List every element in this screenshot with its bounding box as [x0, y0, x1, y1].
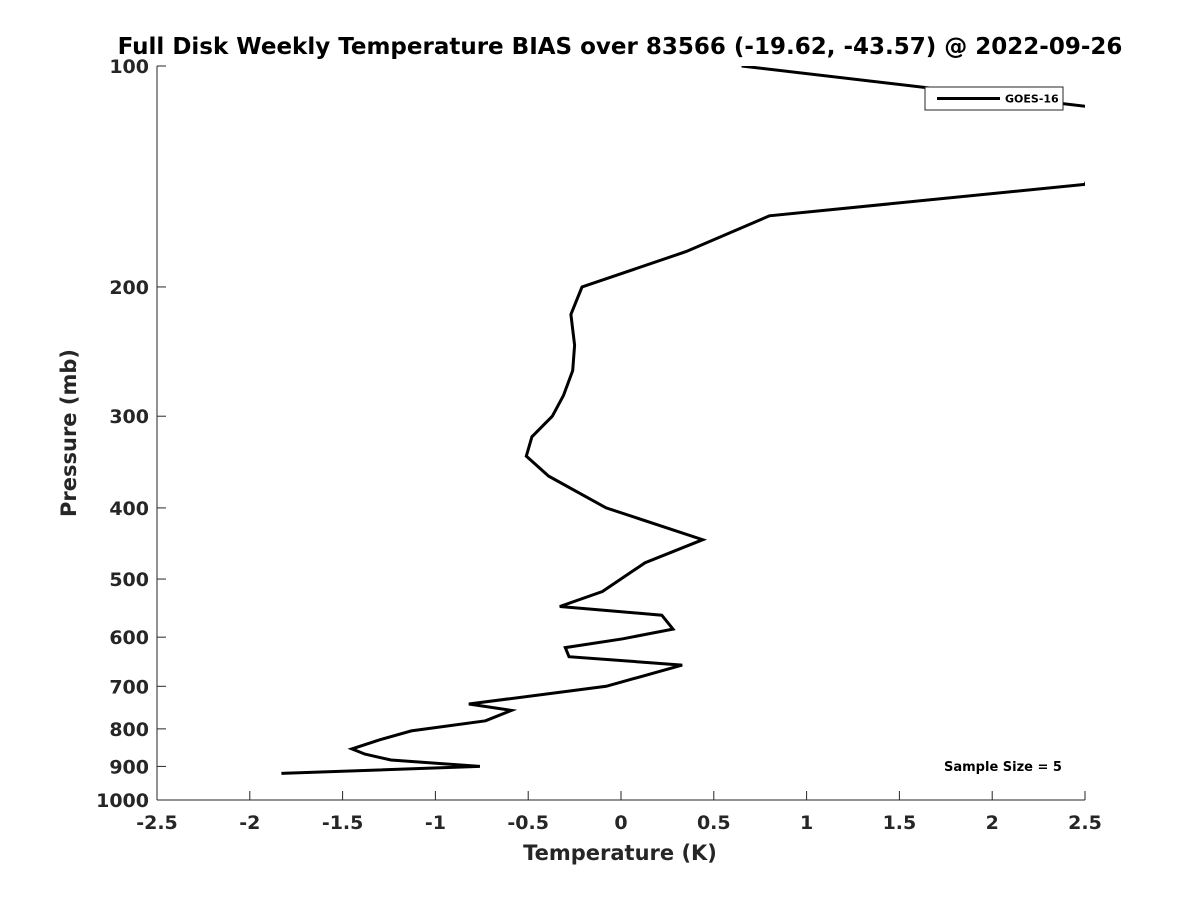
x-tick-label: -1.5 — [322, 812, 364, 834]
chart-title: Full Disk Weekly Temperature BIAS over 8… — [118, 34, 1123, 60]
x-tick-label: 0 — [614, 812, 627, 834]
x-tick-label: 2.5 — [1068, 812, 1102, 834]
x-axis-title: Temperature (K) — [523, 841, 717, 865]
x-axis-ticks: -2.5 -2 -1.5 -1 -0.5 0 0.5 1 1.5 2 2.5 — [136, 791, 1102, 834]
y-tick-label: 900 — [109, 756, 149, 778]
y-axis-title: Pressure (mb) — [57, 349, 81, 517]
y-tick-label: 400 — [109, 498, 149, 520]
plot-area: -2.5 -2 -1.5 -1 -0.5 0 0.5 1 1.5 2 2.5 100 200 300 40… — [96, 56, 1102, 834]
sample-size-annotation: Sample Size = 5 — [944, 760, 1062, 775]
x-tick-label: -1 — [425, 812, 446, 834]
x-tick-label: 1.5 — [883, 812, 917, 834]
y-tick-label: 600 — [109, 627, 149, 649]
series-line-goes-16 — [281, 66, 1085, 775]
y-tick-label: 200 — [109, 277, 149, 299]
y-tick-label: 700 — [109, 676, 149, 698]
legend: GOES-16 — [924, 86, 1064, 111]
y-tick-label: 300 — [109, 406, 149, 428]
x-tick-label: -0.5 — [507, 812, 549, 834]
x-tick-label: 0.5 — [697, 812, 731, 834]
legend-label-goes-16: GOES-16 — [1005, 93, 1059, 106]
y-tick-label: 800 — [109, 719, 149, 741]
x-tick-label: 2 — [986, 812, 999, 834]
y-tick-label: 500 — [109, 569, 149, 591]
y-axis-ticks: 100 200 300 400 500 600 700 800 900 1000 — [96, 56, 166, 812]
x-tick-label: -2.5 — [136, 812, 178, 834]
x-tick-label: -2 — [239, 812, 260, 834]
x-tick-label: 1 — [800, 812, 813, 834]
y-tick-label: 100 — [109, 56, 149, 78]
series-group — [281, 66, 1085, 775]
y-tick-label: 1000 — [96, 790, 149, 812]
